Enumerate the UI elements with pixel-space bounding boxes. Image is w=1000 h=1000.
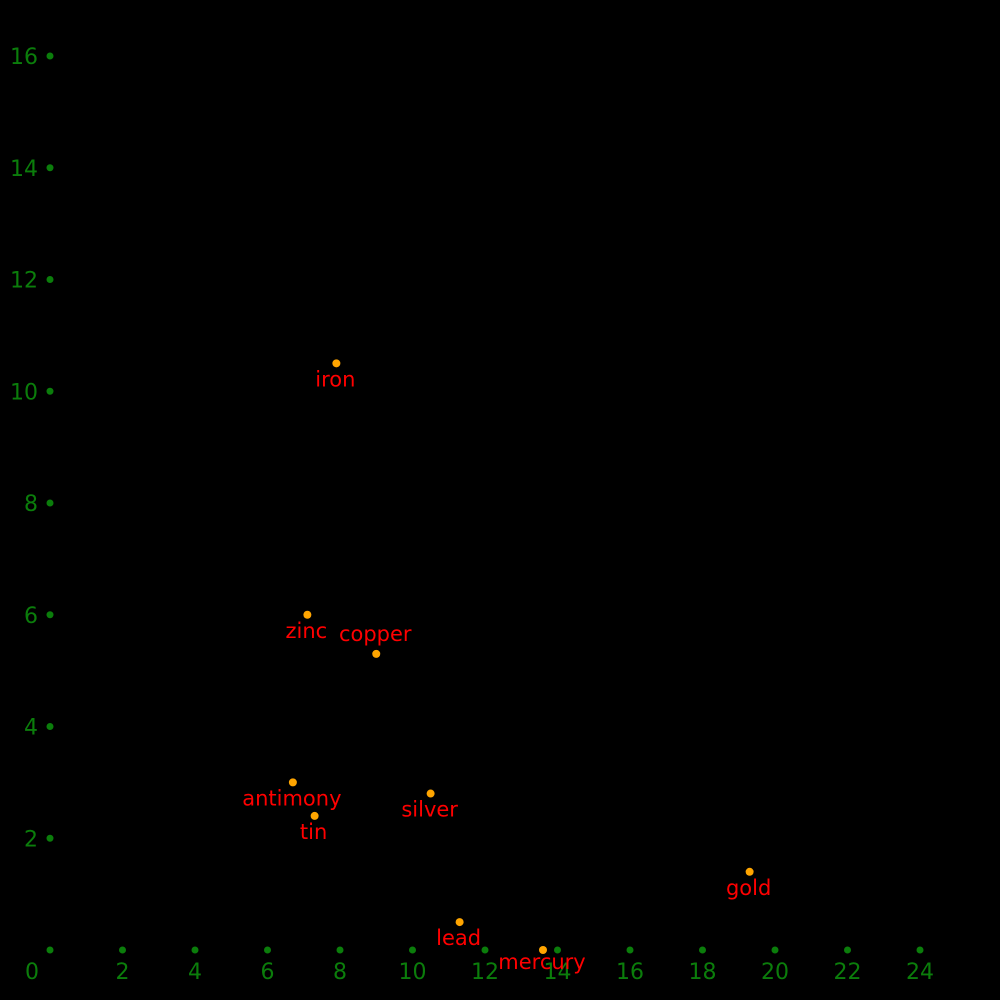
x-tick-label: 18 [689, 960, 717, 985]
y-tick-label: 14 [10, 157, 38, 182]
y-axis: 2 4 6 8 10 12 14 16 [10, 45, 54, 852]
data-points: iron zinc copper antimony tin silver gold leadm… [242, 359, 771, 974]
y-tick-label: 4 [24, 716, 38, 741]
y-tick-mark [46, 276, 54, 283]
x-tick-label: 14 [544, 960, 572, 985]
x-tick-mark [191, 946, 199, 954]
x-tick-mark [844, 946, 851, 954]
data-point-zinc [303, 610, 312, 619]
x-tick-label: 10 [399, 960, 427, 985]
y-tick-mark [46, 52, 54, 60]
y-axis-label: Joules/kg [145, 21, 269, 52]
point-label-mercury: mercury [498, 950, 585, 974]
data-point-copper [372, 649, 381, 658]
point-label-tin: tin [300, 820, 327, 844]
x-axis: 0 2 4 6 8 10 12 14 16 18 20 22 24 [25, 946, 934, 985]
x-tick-mark [46, 946, 54, 954]
y-axis-multiplier-base: ∗10 [70, 21, 123, 52]
x-tick-mark [771, 946, 779, 954]
y-tick-mark [46, 834, 54, 842]
y-tick-label: 2 [24, 827, 38, 852]
x-tick-label: 4 [188, 960, 202, 985]
data-point-lead [455, 918, 464, 927]
y-tick-label: 12 [10, 269, 38, 294]
x-tick-mark [336, 946, 344, 954]
data-point-tin [310, 811, 319, 820]
data-point-gold [745, 867, 754, 876]
point-label-zinc: zinc [286, 619, 328, 643]
data-point-silver [426, 789, 435, 798]
y-tick-label: 8 [24, 492, 38, 517]
point-label-copper: copper [339, 622, 412, 646]
data-point-iron [332, 359, 341, 368]
data-point-antimony [288, 778, 297, 787]
point-label-iron: iron [315, 367, 355, 391]
point-label-lead: lead [436, 926, 481, 950]
x-tick-mark [699, 946, 706, 954]
x-axis-title: grams/cm 3 [831, 901, 985, 933]
x-tick-label: 16 [616, 960, 644, 985]
x-axis-label-superscript: 3 [975, 901, 985, 920]
x-tick-label: 24 [906, 960, 934, 985]
x-tick-mark [119, 946, 126, 954]
y-tick-mark [46, 499, 54, 507]
x-tick-mark [481, 946, 489, 954]
x-tick-mark [409, 946, 416, 954]
x-tick-label: 8 [333, 960, 347, 985]
y-tick-label: 16 [10, 45, 38, 70]
y-tick-label: 6 [24, 604, 38, 629]
y-tick-mark [46, 723, 54, 730]
y-tick-label: 10 [10, 380, 38, 405]
x-tick-label: 12 [471, 960, 499, 985]
x-tick-label: 22 [834, 960, 862, 985]
x-tick-mark [554, 946, 561, 954]
x-tick-mark [916, 946, 924, 954]
point-label-silver: silver [401, 798, 458, 822]
y-axis-multiplier: ∗10 6 [70, 17, 142, 52]
data-point-mercury [539, 946, 547, 954]
x-tick-label: 0 [25, 960, 39, 985]
x-axis-label-text: grams/cm [831, 902, 966, 933]
x-axis-label: grams/cm 3 [831, 901, 985, 933]
point-label-gold: gold [726, 876, 771, 900]
y-tick-mark [46, 611, 54, 619]
point-label-antimony: antimony [242, 786, 341, 810]
x-tick-label: 20 [761, 960, 789, 985]
x-tick-label: 2 [116, 960, 130, 985]
y-tick-mark [46, 387, 54, 395]
y-axis-title: ∗10 6 Joules/kg [70, 17, 269, 52]
x-tick-mark [264, 946, 271, 954]
x-tick-mark [626, 946, 634, 954]
y-tick-mark [46, 164, 54, 172]
y-axis-multiplier-exponent: 6 [131, 17, 142, 37]
x-tick-label: 6 [261, 960, 275, 985]
